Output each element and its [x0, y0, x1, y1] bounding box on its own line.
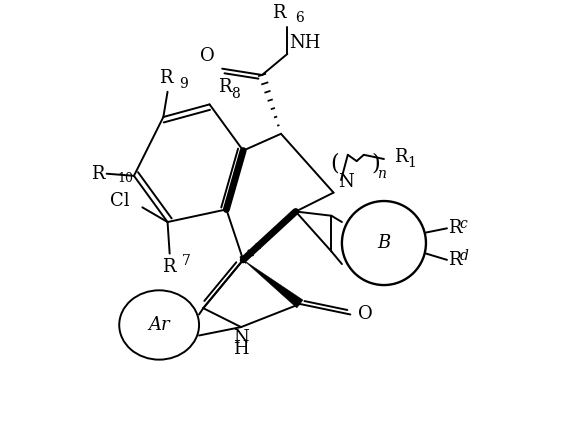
- Text: ): ): [372, 152, 381, 174]
- Text: 1: 1: [407, 156, 416, 170]
- Text: R: R: [91, 165, 104, 183]
- Text: c: c: [459, 217, 468, 231]
- Text: B: B: [377, 234, 391, 252]
- Text: R: R: [159, 69, 172, 87]
- Text: Cl: Cl: [110, 192, 130, 210]
- Text: N: N: [233, 329, 249, 347]
- Text: 8: 8: [231, 87, 240, 101]
- Text: n: n: [377, 167, 386, 181]
- Text: R: R: [162, 258, 175, 276]
- Text: N: N: [339, 173, 354, 191]
- Text: H: H: [233, 340, 249, 357]
- Text: R: R: [218, 78, 231, 96]
- Text: O: O: [358, 305, 373, 323]
- Text: NH: NH: [289, 34, 321, 52]
- Text: R: R: [395, 148, 408, 166]
- Polygon shape: [243, 260, 303, 308]
- Text: 10: 10: [117, 172, 133, 185]
- Text: (: (: [330, 152, 339, 174]
- Text: Ar: Ar: [148, 316, 170, 334]
- Text: 6: 6: [295, 11, 304, 25]
- Text: d: d: [459, 249, 469, 263]
- Text: R: R: [272, 4, 285, 22]
- Text: 7: 7: [182, 253, 191, 267]
- Text: O: O: [200, 47, 215, 65]
- Text: R: R: [448, 251, 461, 269]
- Text: 9: 9: [180, 77, 188, 91]
- Text: R: R: [448, 219, 461, 237]
